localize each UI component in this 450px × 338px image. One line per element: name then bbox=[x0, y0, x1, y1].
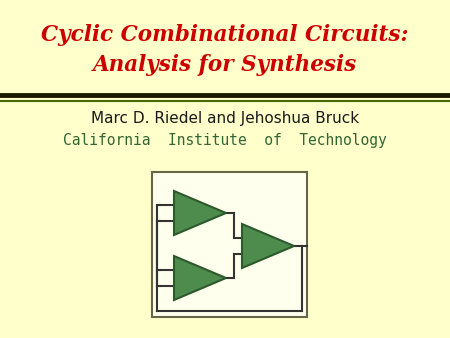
Polygon shape bbox=[174, 191, 226, 235]
Polygon shape bbox=[174, 256, 226, 300]
Text: Analysis for Synthesis: Analysis for Synthesis bbox=[93, 54, 357, 76]
Polygon shape bbox=[242, 224, 294, 268]
Bar bbox=[152, 172, 307, 317]
Text: Marc D. Riedel and Jehoshua Bruck: Marc D. Riedel and Jehoshua Bruck bbox=[91, 111, 359, 125]
Text: Cyclic Combinational Circuits:: Cyclic Combinational Circuits: bbox=[41, 24, 409, 46]
Text: California  Institute  of  Technology: California Institute of Technology bbox=[63, 132, 387, 147]
